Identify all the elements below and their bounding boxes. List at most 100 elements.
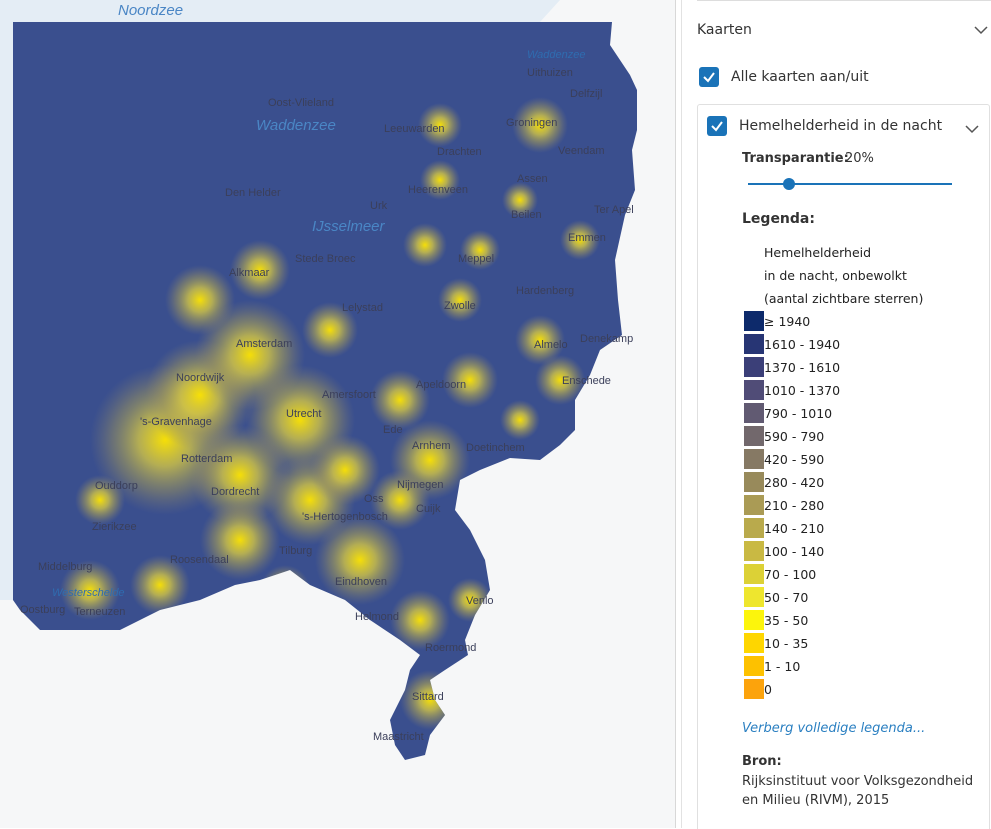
checkbox[interactable] (699, 67, 719, 87)
legend-swatch (744, 679, 764, 699)
legend-entry: 70 - 100 (764, 567, 817, 582)
map-label: Alkmaar (229, 267, 270, 279)
map-label: Zwolle (444, 300, 476, 312)
map-label: Leeuwarden (384, 123, 445, 135)
legend-entry: 50 - 70 (764, 590, 809, 605)
map-label: Veendam (558, 145, 604, 157)
legend-swatch (744, 610, 764, 630)
legend-entry: 790 - 1010 (764, 406, 833, 421)
checkbox[interactable] (707, 116, 727, 136)
light-glow (302, 302, 358, 358)
light-glow (438, 278, 482, 322)
legend-swatch (744, 564, 764, 584)
legend-swatch (744, 334, 764, 354)
light-glow (502, 182, 538, 218)
map-label: Apeldoorn (416, 379, 466, 391)
map-label: Noordwijk (176, 372, 225, 384)
map-label: Roosendaal (170, 554, 229, 566)
legend-swatch (744, 472, 764, 492)
map-label: Den Helder (225, 187, 281, 199)
light-glow (130, 555, 190, 615)
map-label: Almelo (534, 339, 568, 351)
layer-card (697, 104, 990, 829)
legend-swatch (744, 380, 764, 400)
layer-name[interactable]: Hemelhelderheid in de nacht (739, 118, 943, 134)
map-label: Oostburg (20, 604, 65, 616)
map-label: Ouddorp (95, 480, 138, 492)
map-label: Enschede (562, 375, 611, 387)
transparency-value: 20% (845, 151, 874, 166)
legend-swatch (744, 357, 764, 377)
light-glow (310, 435, 380, 505)
map-label: Maastricht (373, 731, 424, 743)
legend-title: (aantal zichtbare sterren) (764, 291, 924, 306)
light-glow (403, 223, 447, 267)
map-label: Meppel (458, 253, 494, 265)
light-glow (370, 370, 430, 430)
slider-thumb[interactable] (782, 178, 795, 190)
map-label: Dordrecht (211, 486, 259, 498)
light-glow (200, 500, 280, 580)
legend-swatch (744, 495, 764, 515)
map-label: Emmen (568, 232, 606, 244)
legend-swatch (744, 449, 764, 469)
map-label: Uithuizen (527, 67, 573, 79)
map-label: Cuijk (416, 503, 441, 515)
map-label: Waddenzee (527, 49, 586, 61)
slider-track[interactable] (748, 183, 952, 185)
map-label: Drachten (437, 146, 482, 158)
chevron[interactable] (965, 124, 979, 134)
map-label: Heerenveen (408, 184, 468, 196)
legend-entry: 1370 - 1610 (764, 360, 841, 375)
toggle-all-label[interactable]: Alle kaarten aan/uit (731, 69, 869, 85)
light-glow (390, 590, 450, 650)
chevron[interactable] (974, 25, 988, 35)
map-label: Delfzijl (570, 88, 602, 100)
map-label: Ter Apel (594, 204, 634, 216)
map-label: Denekamp (580, 333, 633, 345)
light-glow (418, 103, 462, 147)
map-label: 's-Hertogenbosch (302, 511, 388, 523)
map-label: IJsselmeer (312, 218, 386, 235)
hide-legend-link[interactable]: Verberg volledige legenda... (742, 721, 926, 736)
map-label: Middelburg (38, 561, 92, 573)
light-glow (315, 515, 405, 605)
legend-title: in de nacht, onbewolkt (764, 268, 907, 283)
light-glow (500, 400, 540, 440)
map-label: Arnhem (412, 440, 451, 452)
light-glow (165, 265, 235, 335)
map-label: Groningen (506, 117, 557, 129)
map-label: 's-Gravenhage (140, 416, 212, 428)
map-labels: Noordzee Waddenzee Uithuizen Delfzijl Oost-V… (20, 2, 634, 743)
map-label: Oss (364, 493, 384, 505)
map-label: Assen (517, 173, 548, 185)
source-label: Bron: (742, 754, 782, 769)
legend-swatch (744, 633, 764, 653)
panel-top-line (697, 0, 991, 1)
map-label: Tilburg (279, 545, 312, 557)
map[interactable]: Noordzee Waddenzee Uithuizen Delfzijl Oost-V… (0, 0, 676, 828)
light-glow (460, 230, 500, 270)
legend-title: Hemelhelderheid (764, 245, 872, 260)
source-line: Rijksinstituut voor Volksgezondheid (742, 774, 974, 789)
legend-swatch (744, 311, 764, 331)
map-label: Oost-Vlieland (268, 97, 334, 109)
light-glow (560, 220, 600, 260)
map-label: Helmond (355, 611, 399, 623)
map-label: Venlo (466, 595, 494, 607)
map-label: Sittard (412, 691, 444, 703)
legend-swatch (744, 656, 764, 676)
legend-swatch (744, 541, 764, 561)
map-label: Terneuzen (74, 606, 125, 618)
light-glow (370, 470, 430, 530)
map-label: Ede (383, 424, 403, 436)
map-label: Roermond (425, 642, 476, 654)
legend-entry: 1010 - 1370 (764, 383, 841, 398)
map-label: Eindhoven (335, 576, 387, 588)
light-glow (420, 160, 460, 200)
panel-title[interactable]: Kaarten (697, 22, 752, 38)
light-glow (535, 355, 585, 405)
legend-entry: 100 - 140 (764, 544, 825, 559)
legend-entry: 210 - 280 (764, 498, 825, 513)
